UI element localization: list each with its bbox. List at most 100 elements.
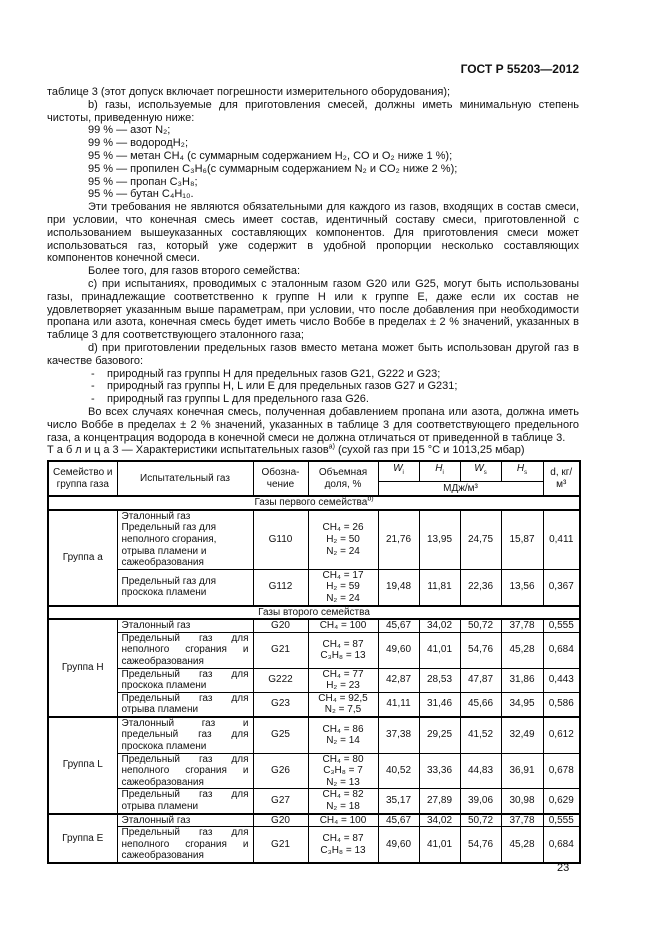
- wobbe-superior: 54,76: [459, 631, 502, 669]
- composition-line: CH₄ = 87: [322, 833, 364, 845]
- heat-superior: 13,56: [500, 568, 544, 607]
- heat-superior: 45,28: [500, 826, 544, 864]
- composition-line: CH₄ = 82: [322, 789, 364, 801]
- composition-line: N₂ = 24: [326, 545, 360, 557]
- header-hs-sub: s: [524, 470, 528, 476]
- gas-code: G25: [252, 715, 309, 754]
- heat-inferior: 29,25: [418, 715, 461, 754]
- test-gas-line: Эталонный газ: [121, 510, 191, 522]
- heat-superior: 36,91: [500, 752, 544, 790]
- wobbe-inferior: 42,87: [377, 667, 420, 693]
- composition-line: CH₄ = 100: [319, 620, 367, 632]
- table-row: Предельный газ для проскока пламени G222 C…: [48, 667, 581, 693]
- density: 0,678: [542, 752, 581, 790]
- wobbe-superior: 44,83: [459, 752, 502, 790]
- header-wi-symbol: W: [393, 463, 403, 474]
- header-ws-sub: s: [483, 470, 487, 476]
- test-gas-line: Предельный газ для неполного сгорания, о…: [121, 522, 217, 569]
- composition: CH₄ = 77 H₂ = 23: [307, 667, 379, 693]
- table-body: Газы первого семействаb) Группа a Эталонны…: [47, 495, 581, 864]
- density: 0,612: [542, 715, 581, 754]
- composition-line: N₂ = 18: [326, 801, 360, 813]
- wobbe-inferior: 21,76: [377, 509, 420, 570]
- table-row: Предельный газ для неполного сгорания и …: [48, 752, 581, 790]
- family-title: Газы первого семействаb): [47, 495, 581, 511]
- header-family: Семейство и группа газа: [47, 460, 118, 497]
- test-gas: Эталонный газ и предельный газ для проск…: [116, 715, 254, 754]
- header-row: Семейство и группа газа Испытательный га…: [47, 460, 581, 497]
- test-gas: Предельный газ для неполного сгорания и …: [116, 631, 254, 669]
- density: 0,555: [542, 618, 581, 633]
- family-title: Газы второго семейства: [47, 604, 581, 621]
- composition-line: CH₄ = 86: [322, 723, 364, 735]
- table-row: Группа L Эталонный газ и предельный газ д…: [47, 715, 581, 815]
- body-text: таблице 3 (этот допуск включает погрешно…: [47, 86, 579, 457]
- family-row: Газы первого семействаb): [47, 495, 581, 511]
- test-gas: Предельный газ для отрыва пламени: [116, 788, 254, 815]
- paragraph: b) газы, используемые для приготовления …: [47, 98, 579, 124]
- bullet-item: природный газ группы L для предельного г…: [47, 393, 579, 406]
- group-name: Группа H: [47, 618, 118, 718]
- composition-line: H₂ = 59: [326, 581, 360, 593]
- composition-line: C₃H₈ = 13: [320, 844, 366, 856]
- header-fraction: Объемная доля, %: [307, 460, 379, 497]
- composition-line: N₂ = 24: [326, 592, 360, 604]
- caption-tail: (сухой газ при 15 °C и 1013,25 мбар): [334, 444, 525, 457]
- composition: CH₄ = 82 N₂ = 18: [307, 788, 379, 815]
- test-gas: Предельный газ для неполного сгорания и …: [116, 752, 254, 790]
- composition: CH₄ = 100: [307, 618, 379, 633]
- composition: CH₄ = 87 C₃H₈ = 13: [307, 826, 379, 864]
- caption-text: — Характеристики испытательных газов: [118, 444, 329, 457]
- document-id: ГОСТ Р 55203—2012: [460, 62, 579, 76]
- gas-code: G21: [252, 826, 309, 864]
- header-hs-symbol: H: [516, 463, 525, 474]
- composition-line: C₃H₈ = 13: [320, 650, 366, 662]
- heat-inferior: 34,02: [418, 618, 461, 633]
- family-note: b): [367, 495, 374, 503]
- gas-code: G26: [252, 752, 309, 790]
- composition-line: H₂ = 23: [326, 680, 360, 692]
- test-gas-line: Эталонный газ: [121, 620, 191, 632]
- composition-line: N₂ = 13: [326, 776, 360, 788]
- composition-line: CH₄ = 77: [322, 668, 364, 680]
- composition: CH₄ = 92,5 N₂ = 7,5: [307, 691, 379, 718]
- test-gas-line: Эталонный газ: [121, 814, 191, 826]
- group-name: Группа L: [47, 715, 118, 815]
- test-gas-line: Предельный газ для отрыва пламени: [121, 789, 249, 813]
- heat-inferior: 13,95: [418, 509, 461, 570]
- wobbe-inferior: 41,11: [377, 691, 420, 718]
- header-ws: Ws: [459, 460, 502, 482]
- purity-item: 95 % — пропилен C₃H₆(с суммарным содержа…: [88, 162, 458, 175]
- test-gas-line: Предельный газ для неполного сгорания и …: [121, 827, 249, 862]
- table-row: Группа E Эталонный газ G20 CH₄ = 100 45,67 34…: [47, 812, 581, 864]
- test-gas: Предельный газ для отрыва пламени: [116, 691, 254, 718]
- gas-code: G21: [252, 631, 309, 669]
- heat-inferior: 41,01: [418, 826, 461, 864]
- header-units: МДж/м³: [377, 480, 544, 497]
- heat-inferior: 28,53: [418, 667, 461, 693]
- gas-code: G20: [252, 618, 309, 633]
- family-title-text: Газы первого семейства: [254, 497, 368, 509]
- heat-inferior: 31,46: [418, 691, 461, 718]
- bullet-text: природный газ группы H для предельных га…: [107, 367, 441, 380]
- caption-label: Т а б л и ц а 3: [47, 444, 119, 457]
- heat-superior: 30,98: [500, 788, 544, 815]
- heat-superior: 31,86: [500, 667, 544, 693]
- heat-inferior: 27,89: [418, 788, 461, 815]
- test-gas-line: Эталонный газ и предельный газ для проск…: [121, 717, 249, 753]
- composition-line: N₂ = 7,5: [324, 704, 362, 716]
- heat-inferior: 33,36: [418, 752, 461, 790]
- paragraph: таблице 3 (этот допуск включает погрешно…: [47, 86, 451, 98]
- composition-line: CH₄ = 100: [319, 814, 367, 826]
- gas-code: G222: [252, 667, 309, 693]
- header-hi-symbol: H: [435, 463, 443, 474]
- test-gas: Предельный газ для неполного сгорания и …: [116, 826, 254, 864]
- wobbe-inferior: 40,52: [377, 752, 420, 790]
- density: 0,367: [542, 568, 581, 607]
- density: 0,411: [542, 509, 581, 570]
- paragraph: Во всех случаях конечная смесь, полученн…: [47, 405, 579, 444]
- group-name: Группа E: [47, 812, 118, 864]
- heat-superior: 37,78: [500, 812, 544, 828]
- paragraph: c) при испытаниях, проводимых с эталонны…: [47, 277, 579, 342]
- wobbe-inferior: 49,60: [377, 631, 420, 669]
